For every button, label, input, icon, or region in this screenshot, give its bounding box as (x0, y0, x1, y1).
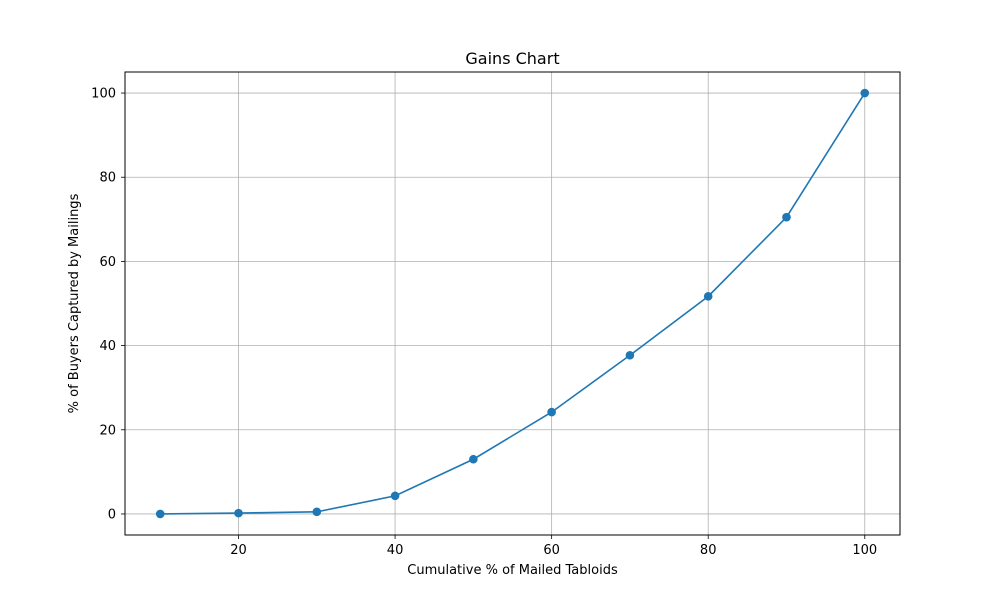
data-point (547, 407, 556, 417)
data-point (860, 88, 870, 98)
series-layer (155, 88, 870, 519)
x-tick-label: 20 (230, 543, 247, 558)
y-tick-label: 60 (99, 255, 116, 270)
x-tick-label: 60 (543, 543, 560, 558)
x-tick-label: 80 (700, 543, 717, 558)
chart-title: Gains Chart (465, 49, 559, 68)
data-point (155, 509, 165, 519)
y-tick-label: 80 (99, 171, 116, 186)
y-tick-label: 40 (99, 339, 116, 354)
x-axis-label: Cumulative % of Mailed Tabloids (407, 563, 618, 578)
y-axis-label: % of Buyers Captured by Mailings (67, 193, 82, 413)
data-point (703, 292, 713, 301)
x-tick-label: 40 (387, 543, 404, 558)
data-point (312, 507, 322, 517)
data-point (469, 454, 478, 464)
data-point (234, 508, 243, 518)
series-line (160, 92, 866, 515)
y-tick-label: 100 (91, 87, 116, 102)
x-tick-label: 100 (852, 543, 877, 558)
y-tick-label: 0 (108, 507, 116, 522)
data-point (390, 491, 400, 501)
data-point (782, 212, 791, 222)
grid-lines (125, 72, 900, 535)
y-tick-label: 20 (99, 423, 116, 438)
plot-frame (124, 71, 901, 536)
data-point (625, 350, 635, 360)
axis-ticks: 20 40 60 80 100 0 20 40 60 80 100 (91, 87, 877, 558)
